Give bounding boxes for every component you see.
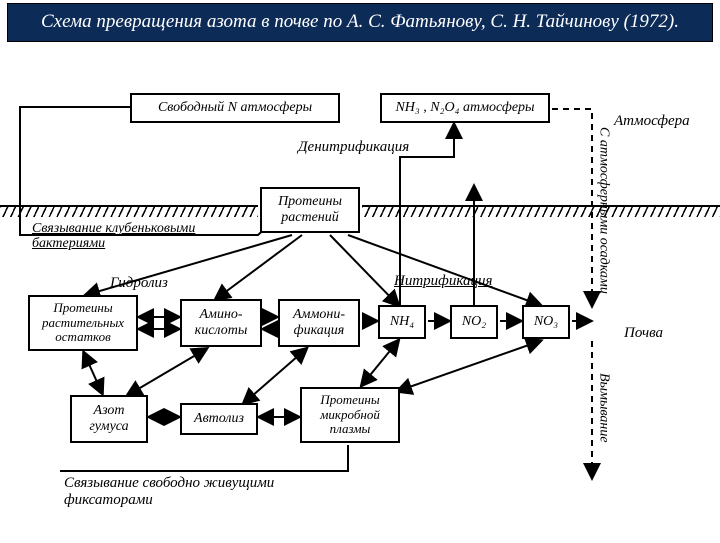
soil-surface-right (362, 205, 720, 217)
title-text: Схема превращения азота в почве по А. С.… (41, 11, 679, 32)
box-residue-protein: Протеины растительных остатков (28, 295, 138, 351)
box-humus-label: Азот гумуса (76, 403, 142, 435)
box-amino: Амино-кислоты (180, 299, 262, 347)
box-ammonification: Аммони-фикация (278, 299, 360, 347)
soil-surface-left (0, 205, 258, 217)
box-residue-label: Протеины растительных остатков (34, 301, 132, 346)
label-nitrification: Нитрификация (394, 273, 492, 290)
box-amino-label: Амино-кислоты (186, 307, 256, 339)
box-no3: NO₃ (522, 305, 570, 339)
box-plant-protein-label: Протеины растений (266, 194, 354, 226)
box-humus-n: Азот гумуса (70, 395, 148, 443)
label-free-living-fixators: Связывание свободно живущими фиксаторами (64, 475, 364, 508)
box-no2-label: NO₂ (462, 314, 486, 330)
box-nh4: NH₄ (378, 305, 426, 339)
box-plant-protein: Протеины растений (260, 187, 360, 233)
box-nh3-n2o4: NH₃ , N₂O₄ атмосферы (380, 93, 550, 123)
box-ammonif-label: Аммони-фикация (284, 307, 354, 339)
box-nh4-label: NH₄ (390, 314, 414, 330)
label-leaching: Вымывание (596, 343, 611, 473)
box-no2: NO₂ (450, 305, 498, 339)
label-denitrification: Денитрификация (298, 139, 409, 156)
title-bar: Схема превращения азота в почве по А. С.… (7, 3, 713, 42)
box-microb-label: Протеины микробной плазмы (306, 393, 394, 438)
zone-soil: Почва (624, 325, 663, 342)
diagram-canvas: Свободный N атмосферы NH₃ , N₂O₄ атмосфе… (0, 77, 720, 543)
label-precipitation: С атмосферными осадками (596, 125, 611, 295)
box-microbial-protein: Протеины микробной плазмы (300, 387, 400, 443)
zone-atmosphere: Атмосфера (614, 113, 690, 130)
box-no3-label: NO₃ (534, 314, 558, 330)
label-nodule-fixation: Связывание клубеньковыми бактериями (32, 221, 262, 252)
box-free-n: Свободный N атмосферы (130, 93, 340, 123)
label-hydrolysis: Гидролиз (110, 275, 168, 292)
box-free-n-label: Свободный N атмосферы (158, 100, 312, 116)
box-nh3-label: NH₃ , N₂O₄ атмосферы (395, 100, 534, 116)
box-autolysis: Автолиз (180, 403, 258, 435)
box-autolysis-label: Автолиз (194, 411, 244, 427)
